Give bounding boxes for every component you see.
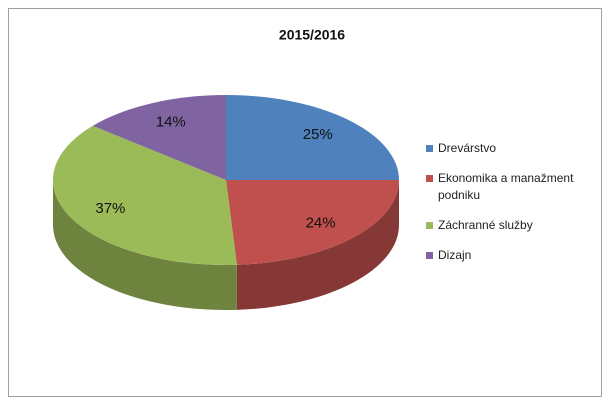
legend-label: Dizajn xyxy=(438,248,472,262)
legend-item: Dizajn xyxy=(426,247,586,264)
slice xyxy=(92,95,227,180)
legend-item: Ekonomika a manažment podniku xyxy=(426,170,586,204)
legend-swatch xyxy=(426,252,433,259)
legend-label: Ekonomika a manažment podniku xyxy=(438,171,574,202)
data-label: 14% xyxy=(156,113,186,130)
legend-item: Záchranné služby xyxy=(426,217,586,234)
legend-swatch xyxy=(426,175,433,182)
slice-side xyxy=(53,180,237,310)
slice xyxy=(226,95,399,180)
legend-swatch xyxy=(426,222,433,229)
slice xyxy=(52,125,237,265)
data-label: 37% xyxy=(95,200,125,217)
chart-title: 2015/2016 xyxy=(279,27,345,43)
legend: Drevárstvo Ekonomika a manažment podniku Z… xyxy=(426,140,586,277)
legend-item: Drevárstvo xyxy=(426,140,586,157)
legend-label: Drevárstvo xyxy=(438,141,497,155)
legend-label: Záchranné služby xyxy=(438,218,533,232)
data-label: 25% xyxy=(303,126,333,143)
legend-swatch xyxy=(426,145,433,152)
slice-side xyxy=(236,180,399,310)
data-label: 24% xyxy=(306,215,336,232)
slice xyxy=(226,180,399,265)
